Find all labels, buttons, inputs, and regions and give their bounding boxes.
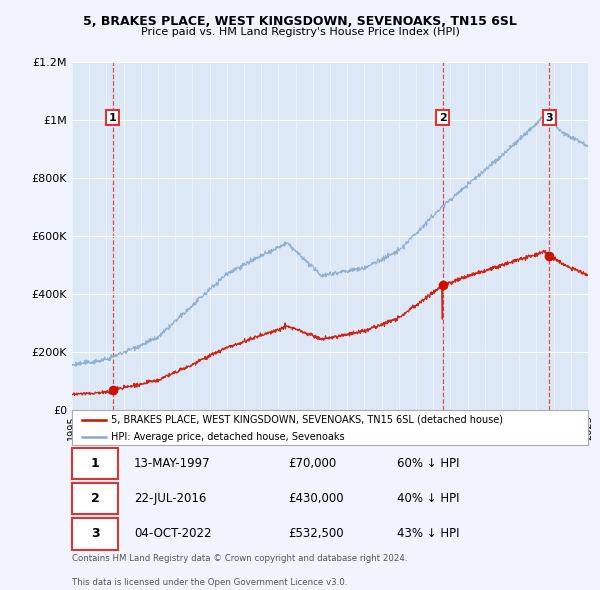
Text: £532,500: £532,500 bbox=[289, 527, 344, 540]
Text: 2: 2 bbox=[91, 492, 100, 505]
Text: 3: 3 bbox=[545, 113, 553, 123]
Text: 1: 1 bbox=[91, 457, 100, 470]
Text: 04-OCT-2022: 04-OCT-2022 bbox=[134, 527, 211, 540]
Text: £70,000: £70,000 bbox=[289, 457, 337, 470]
Text: 5, BRAKES PLACE, WEST KINGSDOWN, SEVENOAKS, TN15 6SL: 5, BRAKES PLACE, WEST KINGSDOWN, SEVENOA… bbox=[83, 15, 517, 28]
Text: Price paid vs. HM Land Registry's House Price Index (HPI): Price paid vs. HM Land Registry's House … bbox=[140, 27, 460, 37]
Text: 13-MAY-1997: 13-MAY-1997 bbox=[134, 457, 211, 470]
Text: 1: 1 bbox=[109, 113, 116, 123]
Text: 60% ↓ HPI: 60% ↓ HPI bbox=[397, 457, 460, 470]
Text: 5, BRAKES PLACE, WEST KINGSDOWN, SEVENOAKS, TN15 6SL (detached house): 5, BRAKES PLACE, WEST KINGSDOWN, SEVENOA… bbox=[110, 415, 503, 425]
Text: Contains HM Land Registry data © Crown copyright and database right 2024.: Contains HM Land Registry data © Crown c… bbox=[72, 555, 407, 563]
Text: 43% ↓ HPI: 43% ↓ HPI bbox=[397, 527, 460, 540]
FancyBboxPatch shape bbox=[72, 448, 118, 480]
Text: 3: 3 bbox=[91, 527, 100, 540]
Text: This data is licensed under the Open Government Licence v3.0.: This data is licensed under the Open Gov… bbox=[72, 578, 347, 587]
Text: 40% ↓ HPI: 40% ↓ HPI bbox=[397, 492, 460, 505]
Text: HPI: Average price, detached house, Sevenoaks: HPI: Average price, detached house, Seve… bbox=[110, 432, 344, 441]
Text: 2: 2 bbox=[439, 113, 447, 123]
FancyBboxPatch shape bbox=[72, 483, 118, 514]
Text: 22-JUL-2016: 22-JUL-2016 bbox=[134, 492, 206, 505]
FancyBboxPatch shape bbox=[72, 517, 118, 549]
Text: £430,000: £430,000 bbox=[289, 492, 344, 505]
